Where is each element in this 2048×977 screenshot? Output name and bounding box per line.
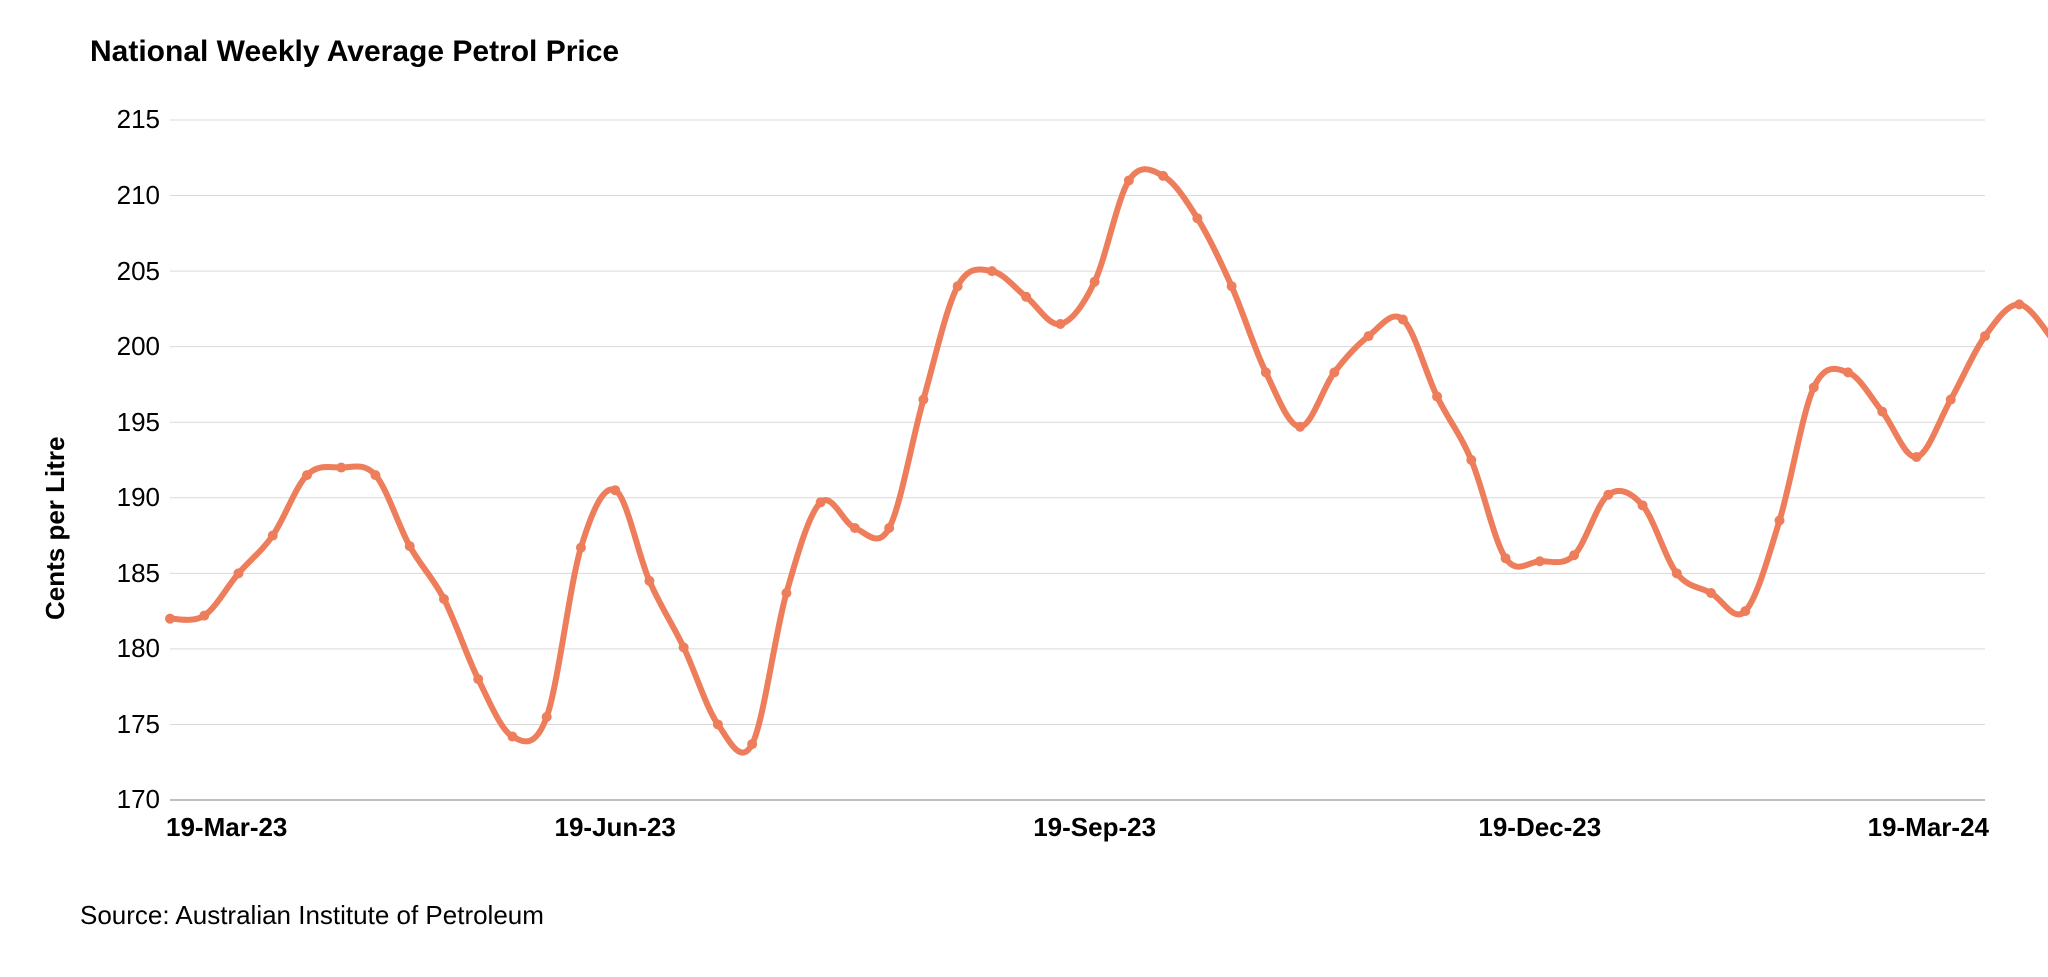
data-point (1638, 500, 1648, 510)
source-label: Source: Australian Institute of Petroleu… (80, 900, 544, 931)
data-point (576, 543, 586, 553)
x-tick-label: 19-Jun-23 (554, 812, 675, 843)
data-point (1090, 277, 1100, 287)
data-point (1809, 382, 1819, 392)
y-tick-label: 205 (80, 256, 160, 287)
chart-container: National Weekly Average Petrol Price Cen… (0, 0, 2048, 977)
y-tick-label: 210 (80, 180, 160, 211)
y-tick-label: 215 (80, 104, 160, 135)
data-point (1021, 292, 1031, 302)
data-point (233, 568, 243, 578)
data-point (1398, 314, 1408, 324)
x-tick-label: 19-Mar-24 (1868, 812, 1989, 843)
data-point (816, 497, 826, 507)
data-point (679, 642, 689, 652)
data-point (268, 531, 278, 541)
data-point (610, 485, 620, 495)
data-point (439, 594, 449, 604)
data-point (1843, 367, 1853, 377)
y-tick-label: 190 (80, 482, 160, 513)
x-tick-label: 19-Dec-23 (1478, 812, 1601, 843)
data-point (713, 719, 723, 729)
x-tick-label: 19-Sep-23 (1033, 812, 1156, 843)
data-point (781, 588, 791, 598)
data-point (336, 463, 346, 473)
data-point (1364, 331, 1374, 341)
data-point (918, 395, 928, 405)
data-point (1124, 175, 1134, 185)
data-point (1158, 171, 1168, 181)
data-point (2014, 299, 2024, 309)
data-point (1980, 331, 1990, 341)
data-point (1466, 455, 1476, 465)
y-tick-label: 195 (80, 407, 160, 438)
data-point (1535, 556, 1545, 566)
data-point (1227, 281, 1237, 291)
data-point (747, 739, 757, 749)
data-point (987, 266, 997, 276)
data-point (953, 281, 963, 291)
data-point (1295, 422, 1305, 432)
data-point (1501, 553, 1511, 563)
data-point (1055, 319, 1065, 329)
data-point (405, 541, 415, 551)
data-point (1569, 550, 1579, 560)
data-point (1329, 367, 1339, 377)
data-point (370, 470, 380, 480)
data-point (507, 732, 517, 742)
data-point (1432, 392, 1442, 402)
series-line (170, 169, 2048, 752)
y-tick-label: 200 (80, 331, 160, 362)
data-point (473, 674, 483, 684)
data-point (165, 614, 175, 624)
data-point (1706, 588, 1716, 598)
data-point (1740, 606, 1750, 616)
data-point (850, 523, 860, 533)
y-tick-label: 170 (80, 784, 160, 815)
data-point (1877, 407, 1887, 417)
data-point (1672, 568, 1682, 578)
y-tick-label: 185 (80, 558, 160, 589)
data-point (1192, 213, 1202, 223)
data-point (1603, 490, 1613, 500)
plot-area (170, 120, 1985, 800)
data-point (1261, 367, 1271, 377)
data-point (302, 470, 312, 480)
data-point (1946, 395, 1956, 405)
y-axis-label: Cents per Litre (40, 437, 71, 621)
x-tick-label: 19-Mar-23 (166, 812, 287, 843)
y-tick-label: 175 (80, 709, 160, 740)
data-point (644, 576, 654, 586)
data-point (1912, 452, 1922, 462)
data-point (1775, 515, 1785, 525)
chart-title: National Weekly Average Petrol Price (90, 35, 619, 69)
data-point (884, 523, 894, 533)
data-point (542, 712, 552, 722)
y-tick-label: 180 (80, 633, 160, 664)
data-point (199, 611, 209, 621)
